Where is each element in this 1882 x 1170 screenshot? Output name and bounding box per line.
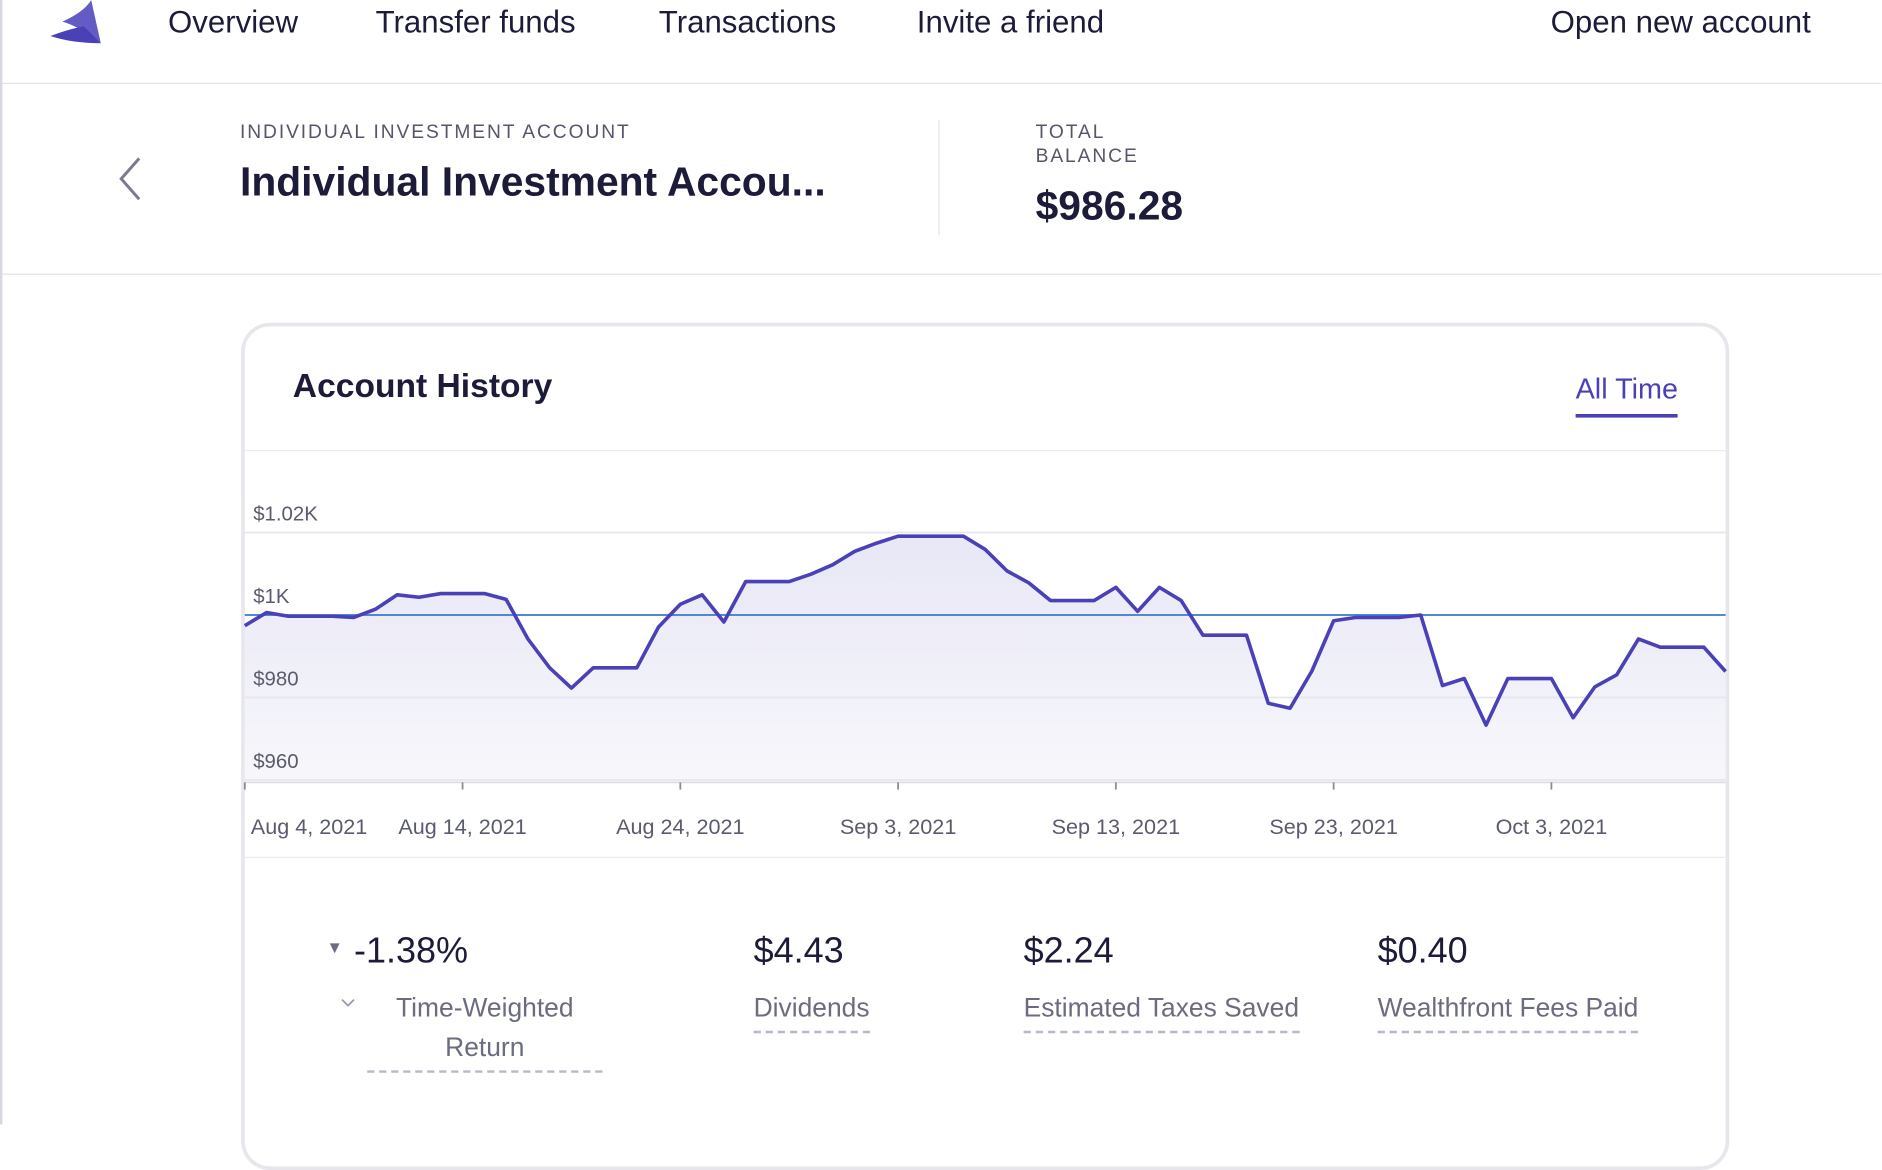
header-divider xyxy=(938,120,940,236)
area xyxy=(244,536,1726,781)
x-tick-label: Sep 23, 2021 xyxy=(1269,814,1397,839)
stat-value: -1.38% xyxy=(354,931,469,971)
nav-link[interactable]: Invite a friend xyxy=(916,3,1105,40)
stat-label[interactable]: Dividends xyxy=(753,988,870,1034)
stat-label[interactable]: Estimated Taxes Saved xyxy=(1023,988,1299,1034)
x-tick-label: Sep 13, 2021 xyxy=(1052,814,1180,839)
chart-top-border xyxy=(244,450,1726,452)
nav-link[interactable]: Overview xyxy=(168,3,299,40)
range-tab[interactable]: All Time xyxy=(1575,373,1679,418)
logo[interactable] xyxy=(48,0,106,48)
line xyxy=(243,534,1727,727)
stat-value: $0.40 xyxy=(1377,931,1468,971)
x-tick-label: Sep 3, 2021 xyxy=(840,814,956,839)
account-title: Individual Investment Accou... xyxy=(240,159,826,206)
nav-link[interactable]: Transfer funds xyxy=(375,3,576,40)
x-tick-label: Oct 3, 2021 xyxy=(1496,814,1608,839)
open-account-link[interactable]: Open new account xyxy=(1550,3,1811,40)
header-border xyxy=(2,273,1882,275)
chart: $960 $980 $1K $1.02K Aug 4, 2021 Aug 14, 2021… xyxy=(243,504,1727,839)
card-title: Account History xyxy=(292,367,553,405)
x-tick-label: Aug 14, 2021 xyxy=(398,814,526,839)
nav-link[interactable]: Transactions xyxy=(658,3,837,40)
chart-bottom-border xyxy=(244,856,1726,859)
stat-value: $4.43 xyxy=(753,931,844,971)
x-tick-label: Aug 4, 2021 xyxy=(251,814,367,839)
stat-label[interactable]: Wealthfront Fees Paid xyxy=(1377,988,1639,1034)
y-tick-label: $960 xyxy=(253,751,298,773)
balance-label: TOTAL xyxy=(1035,122,1106,143)
window-edge xyxy=(0,0,3,1125)
y-tick-label: $980 xyxy=(253,669,298,691)
expand-chevron[interactable] xyxy=(338,996,357,1010)
x-tick-label: Aug 24, 2021 xyxy=(616,814,744,839)
stat-label[interactable]: Time-Weighted Return xyxy=(367,988,603,1073)
back-button[interactable] xyxy=(113,154,149,204)
balance-label: BALANCE xyxy=(1035,146,1139,167)
y-tick-label: $1K xyxy=(253,586,290,608)
account-eyebrow: INDIVIDUAL INVESTMENT ACCOUNT xyxy=(240,122,631,143)
down-indicator: ▼ xyxy=(326,937,344,957)
balance-value: $986.28 xyxy=(1035,183,1184,230)
stat-value: $2.24 xyxy=(1023,931,1114,971)
y-tick-label: $1.02K xyxy=(253,504,318,526)
nav-border xyxy=(2,82,1882,84)
